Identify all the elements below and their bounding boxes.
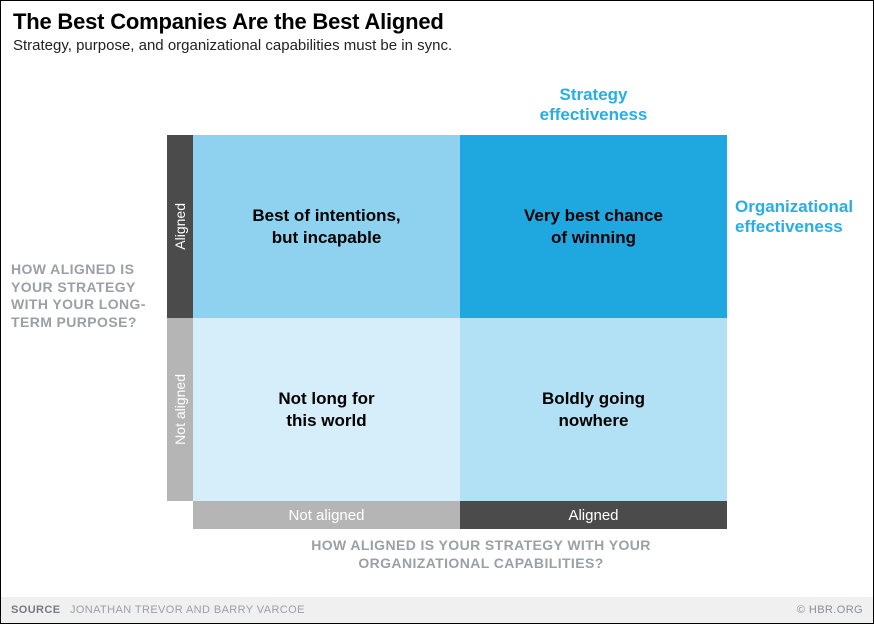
quadrant-top-left-label: Best of intentions, but incapable — [252, 205, 400, 248]
quadrant-bottom-right: Boldly going nowhere — [460, 318, 727, 501]
source-label: SOURCE — [11, 604, 60, 616]
quadrant-top-right-label: Very best chance of winning — [524, 205, 663, 248]
quadrant-top-right: Very best chance of winning — [460, 135, 727, 318]
y-axis-not-aligned-label: Not aligned — [172, 374, 188, 445]
quadrant-bottom-left-label: Not long for this world — [278, 388, 374, 431]
quadrant-bottom-right-label: Boldly going nowhere — [542, 388, 645, 431]
right-axis-label: Organizational effectiveness — [735, 197, 863, 238]
y-axis-aligned-label: Aligned — [172, 203, 188, 250]
x-axis-not-aligned-segment: Not aligned — [193, 501, 460, 529]
x-axis-not-aligned-label: Not aligned — [289, 507, 365, 524]
y-axis-rail: Aligned Not aligned — [167, 135, 193, 501]
source-text: JONATHAN TREVOR AND BARRY VARCOE — [70, 604, 305, 616]
y-axis-not-aligned-segment: Not aligned — [167, 318, 193, 501]
quadrant-bottom-left: Not long for this world — [193, 318, 460, 501]
quadrant-grid: Best of intentions, but incapable Very b… — [193, 135, 727, 501]
x-axis-rail: Not aligned Aligned — [193, 501, 727, 529]
copyright: © HBR.ORG — [797, 604, 863, 616]
header: The Best Companies Are the Best Aligned … — [1, 1, 873, 58]
y-axis-question: HOW ALIGNED IS YOUR STRATEGY WITH YOUR L… — [11, 261, 161, 331]
source: SOURCE JONATHAN TREVOR AND BARRY VARCOE — [11, 604, 305, 616]
y-axis-aligned-segment: Aligned — [167, 135, 193, 318]
footer: SOURCE JONATHAN TREVOR AND BARRY VARCOE … — [1, 597, 873, 623]
chart-area: Strategy effectiveness Organizational ef… — [1, 67, 873, 595]
figure-title: The Best Companies Are the Best Aligned — [13, 9, 861, 35]
figure-frame: The Best Companies Are the Best Aligned … — [0, 0, 874, 624]
quadrant-top-left: Best of intentions, but incapable — [193, 135, 460, 318]
x-axis-aligned-label: Aligned — [568, 507, 618, 524]
x-axis-question: HOW ALIGNED IS YOUR STRATEGY WITH YOUR O… — [271, 537, 691, 572]
x-axis-aligned-segment: Aligned — [460, 501, 727, 529]
top-axis-label: Strategy effectiveness — [460, 85, 727, 126]
figure-subtitle: Strategy, purpose, and organizational ca… — [13, 37, 861, 54]
